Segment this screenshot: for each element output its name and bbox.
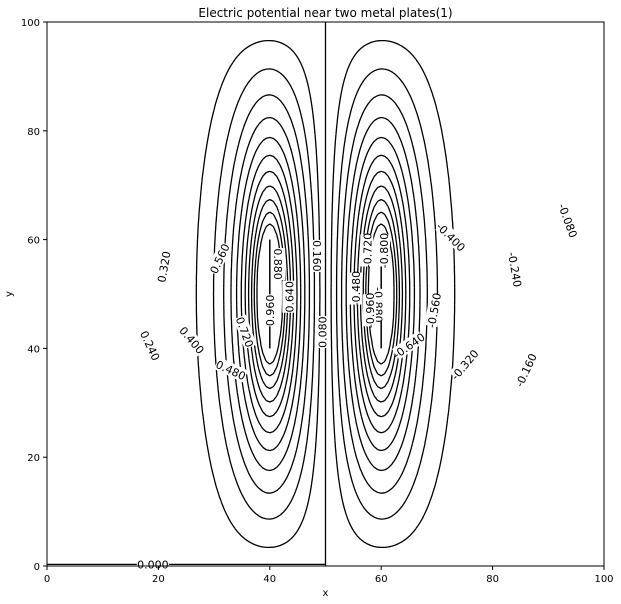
y-tick-label: 0 — [34, 562, 40, 573]
x-tick-label: 100 — [594, 574, 613, 585]
y-tick-label: 40 — [27, 344, 40, 355]
contour-label-background — [154, 249, 173, 284]
contour-label-background — [137, 328, 164, 363]
contour-label-background — [376, 234, 390, 267]
x-tick-label: 80 — [486, 574, 499, 585]
contour-line — [335, 68, 439, 520]
y-tick-label: 20 — [27, 453, 40, 464]
contour-label-background — [206, 241, 232, 276]
contour-label: -0.480 — [350, 271, 363, 306]
contour-line — [235, 136, 302, 452]
contour-label-background — [435, 220, 468, 253]
y-tick-label: 100 — [21, 18, 40, 29]
contour-label-background — [262, 294, 276, 327]
contour-line — [349, 136, 416, 452]
contour-label-background — [506, 252, 525, 287]
contour-label: -0.720 — [361, 233, 374, 268]
contour-line — [230, 116, 306, 472]
contour-label-background — [512, 352, 539, 388]
contour-label-background — [349, 272, 363, 305]
x-tick-label: 60 — [375, 574, 388, 585]
x-tick-label: 40 — [263, 574, 276, 585]
x-tick-label: 0 — [44, 574, 50, 585]
contour-line — [340, 94, 428, 494]
contour-line — [345, 116, 421, 472]
chart-title: Electric potential near two metal plates… — [198, 6, 452, 20]
contour-label-background — [360, 234, 374, 267]
contour-label-background — [176, 323, 208, 357]
contour-label-background — [556, 203, 580, 238]
contour-label: -0.560 — [425, 292, 444, 329]
contour-label: 0.160 — [310, 240, 323, 271]
contour-label-background — [233, 314, 257, 350]
contour-label-background — [213, 357, 249, 383]
contour-line — [356, 170, 407, 418]
contour-label: -0.800 — [378, 233, 391, 268]
y-tick-label: 60 — [27, 236, 40, 247]
y-axis: 0 20 40 60 80 100 — [21, 18, 47, 573]
contour-line — [330, 39, 456, 549]
x-axis: 0 20 40 60 80 100 — [44, 566, 614, 585]
contour-label: 0.640 — [283, 281, 296, 313]
contour-label: 0.000 — [137, 558, 169, 571]
contour-label-background — [311, 239, 325, 272]
contour-label-background — [391, 330, 426, 360]
x-tick-label: 20 — [152, 574, 165, 585]
contour-label-background — [136, 557, 169, 571]
contour-label: -0.960 — [364, 293, 377, 328]
contour-label: 0.880 — [271, 248, 284, 280]
contour-label: 0.320 — [155, 250, 173, 283]
contour-label: -0.240 — [505, 251, 524, 288]
x-axis-label: x — [323, 588, 329, 599]
contour-label-background — [424, 293, 443, 328]
plot-frame — [46, 21, 605, 567]
contour-label-background — [315, 316, 329, 349]
y-axis-label: y — [4, 291, 15, 297]
contour-label: 0.960 — [264, 295, 277, 327]
contour-label-background — [363, 294, 377, 327]
contour-label-background — [449, 347, 480, 381]
y-tick-label: 80 — [27, 127, 40, 138]
contour-label-background — [282, 280, 296, 313]
contour-label-background — [272, 248, 286, 281]
contour-label: 0.080 — [317, 316, 330, 348]
contour-line — [240, 154, 298, 434]
